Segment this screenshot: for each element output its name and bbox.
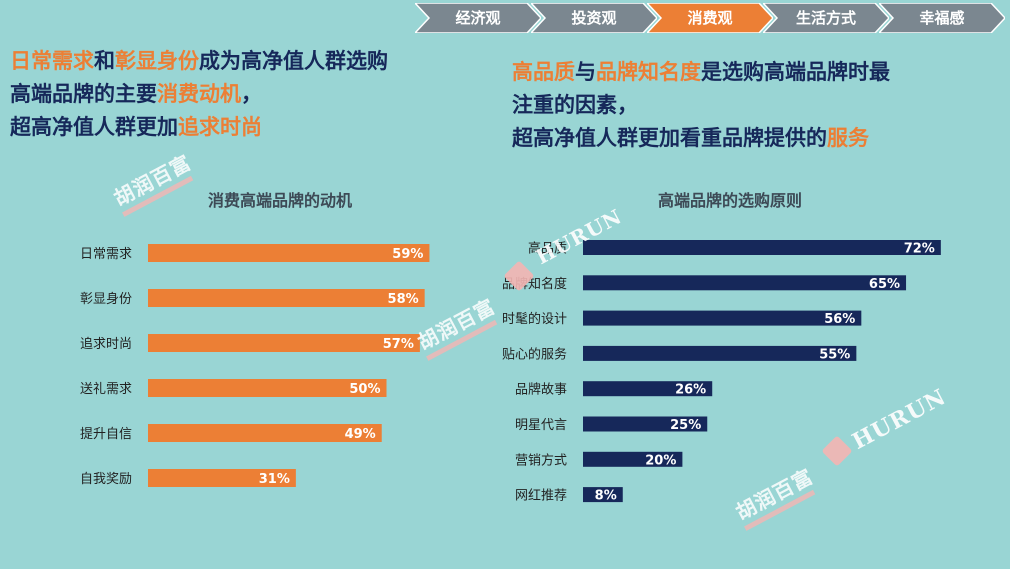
bar: [148, 244, 430, 262]
bar: [583, 487, 623, 503]
category-label: 明星代言: [515, 418, 567, 433]
bar: [583, 240, 941, 255]
headline-highlight: 品牌知名度: [596, 60, 701, 84]
data-label: 58%: [388, 292, 419, 307]
headline-text: 和: [94, 49, 115, 73]
data-label: 65%: [869, 277, 900, 292]
headline-highlight: 消费动机: [157, 82, 241, 106]
bar: [583, 381, 713, 397]
nav-tab-consumption[interactable]: 消费观: [647, 3, 773, 33]
nav-tab-label: 投资观: [571, 9, 617, 27]
category-label: 日常需求: [80, 247, 132, 262]
headline-highlight: 追求时尚: [178, 115, 262, 139]
headline-line: 高端品牌的主要消费动机，: [10, 78, 490, 111]
headline-highlight: 服务: [827, 126, 869, 150]
data-label: 57%: [383, 337, 414, 352]
bar: [583, 416, 708, 432]
category-label: 网红推荐: [515, 488, 567, 504]
data-label: 72%: [904, 242, 935, 257]
nav-tab-investment[interactable]: 投资观: [531, 3, 657, 33]
nav-tab-label: 经济观: [455, 9, 501, 27]
bar: [148, 379, 387, 397]
bar: [583, 451, 683, 467]
data-label: 49%: [345, 427, 376, 442]
bar: [148, 424, 382, 442]
headline-line: 超高净值人群更加追求时尚: [10, 111, 490, 144]
headline-text: 是选购高端品牌时最: [701, 60, 890, 84]
data-label: 25%: [670, 418, 701, 433]
nav-tab-economy[interactable]: 经济观: [415, 3, 541, 33]
nav-tab-label: 消费观: [687, 9, 733, 27]
headline-left: 日常需求和彰显身份成为高净值人群选购 高端品牌的主要消费动机， 超高净值人群更加…: [10, 45, 490, 144]
nav-tab-label: 幸福感: [919, 9, 965, 27]
data-label: 59%: [392, 247, 423, 262]
data-label: 50%: [349, 382, 380, 397]
category-label: 彰显身份: [80, 291, 132, 307]
headline-highlight: 彰显身份: [115, 49, 199, 73]
category-label: 营销方式: [515, 452, 567, 468]
bar: [148, 469, 296, 487]
category-label: 贴心的服务: [502, 346, 567, 362]
top-navigation: 经济观 投资观 消费观 生活方式 幸福感: [415, 3, 1007, 33]
category-label: 提升自信: [80, 426, 132, 442]
category-label: 时髦的设计: [502, 311, 567, 327]
headline-highlight: 高品质: [512, 60, 575, 84]
headline-line: 超高净值人群更加看重品牌提供的服务: [512, 122, 992, 155]
bar: [583, 345, 857, 361]
headline-line: 日常需求和彰显身份成为高净值人群选购: [10, 45, 490, 78]
data-label: 20%: [645, 453, 676, 468]
category-label: 高品质: [528, 241, 567, 257]
bar: [583, 310, 862, 326]
category-label: 送礼需求: [80, 381, 132, 397]
chart-title-principles: 高端品牌的选购原则: [657, 191, 802, 210]
headline-highlight: 日常需求: [10, 49, 94, 73]
headline-text: 成为高净值人群选购: [199, 49, 388, 73]
headline-text: 与: [575, 60, 596, 84]
data-label: 55%: [819, 347, 850, 362]
data-label: 56%: [824, 312, 855, 327]
nav-tab-happiness[interactable]: 幸福感: [879, 3, 1005, 33]
data-label: 31%: [259, 472, 290, 487]
data-label: 8%: [595, 489, 617, 504]
headline-right: 高品质与品牌知名度是选购高端品牌时最 注重的因素， 超高净值人群更加看重品牌提供…: [512, 56, 992, 155]
nav-tab-lifestyle[interactable]: 生活方式: [763, 3, 889, 33]
headline-line: 注重的因素，: [512, 89, 992, 122]
headline-text: ，: [241, 82, 262, 106]
bar: [148, 289, 425, 307]
headline-text: 高端品牌的主要: [10, 82, 157, 106]
data-label: 26%: [675, 383, 706, 398]
bar: [583, 275, 907, 291]
nav-tab-label: 生活方式: [795, 9, 856, 27]
bar: [148, 334, 420, 352]
headline-line: 高品质与品牌知名度是选购高端品牌时最: [512, 56, 992, 89]
headline-text: 超高净值人群更加: [10, 115, 178, 139]
chart-title-motivation: 消费高端品牌的动机: [207, 191, 352, 210]
headline-text: 超高净值人群更加看重品牌提供的: [512, 126, 827, 150]
category-label: 自我奖励: [80, 472, 132, 487]
category-label: 追求时尚: [80, 336, 132, 352]
category-label: 品牌故事: [515, 382, 567, 398]
headline-text: 注重的因素，: [512, 93, 638, 117]
